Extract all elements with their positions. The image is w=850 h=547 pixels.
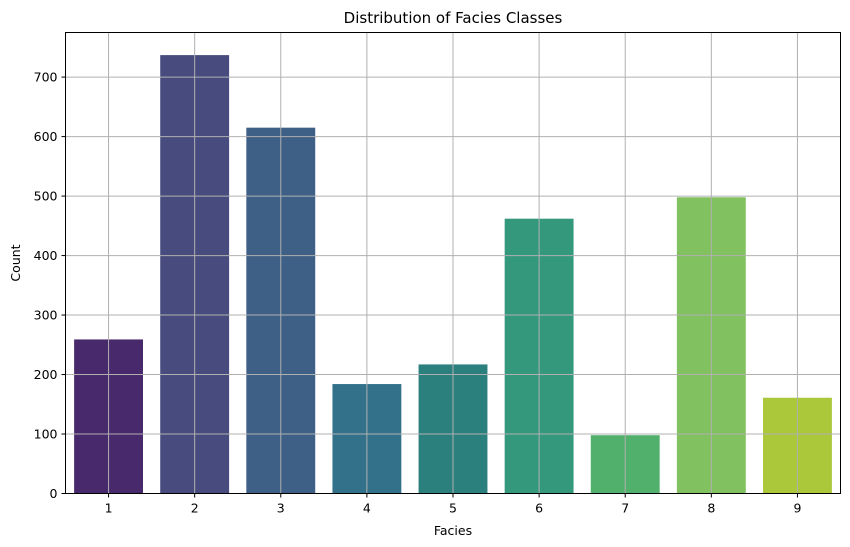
y-tick-label: 300 [34, 308, 58, 323]
y-tick-label: 400 [34, 248, 58, 263]
x-tick-label: 5 [449, 501, 457, 516]
x-axis-label: Facies [434, 523, 472, 538]
x-tick-label: 4 [363, 501, 371, 516]
x-tick-label: 7 [621, 501, 629, 516]
x-tick-label: 1 [105, 501, 113, 516]
y-tick-label: 100 [34, 427, 58, 442]
x-tick-label: 2 [191, 501, 199, 516]
y-tick-label: 0 [50, 486, 58, 501]
y-tick-label: 500 [34, 189, 58, 204]
x-tick-label: 9 [793, 501, 801, 516]
y-tick-label: 200 [34, 367, 58, 382]
chart-title: Distribution of Facies Classes [344, 9, 563, 27]
x-tick-label: 6 [535, 501, 543, 516]
y-tick-label: 700 [34, 70, 58, 85]
y-axis-ticks: 0 100 200 300 400 500 600 700 [34, 70, 66, 501]
x-tick-label: 3 [277, 501, 285, 516]
y-tick-label: 600 [34, 129, 58, 144]
x-tick-label: 8 [707, 501, 715, 516]
y-axis-label: Count [8, 244, 23, 281]
x-axis-ticks: 1 2 3 4 5 6 7 8 9 [105, 493, 801, 516]
